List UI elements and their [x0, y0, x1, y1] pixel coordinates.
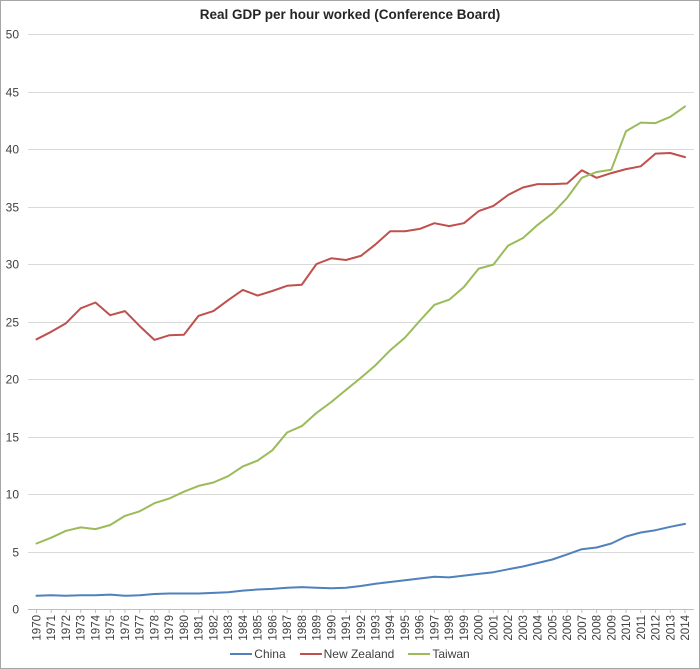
legend-label: New Zealand: [323, 647, 395, 661]
x-tick-label: 1973: [76, 615, 88, 641]
x-tick-label: 1990: [326, 615, 338, 641]
x-tick-label: 1984: [238, 614, 250, 640]
x-tick-label: 1985: [253, 615, 265, 641]
x-tick-label: 1977: [135, 615, 147, 641]
x-tick-label: 2014: [680, 614, 692, 640]
x-tick-label: 1995: [400, 615, 412, 641]
legend-label: China: [254, 647, 286, 661]
y-tick-label: 50: [6, 28, 20, 42]
x-tick-label: 1992: [356, 615, 368, 641]
x-tick-label: 1994: [385, 614, 397, 640]
x-tick-label: 1989: [312, 615, 324, 641]
x-tick-label: 1978: [149, 615, 161, 641]
y-tick-label: 5: [12, 546, 19, 560]
x-tick-label: 2010: [621, 615, 633, 641]
x-tick-label: 2004: [533, 614, 545, 640]
x-tick-label: 2009: [606, 615, 618, 641]
legend: China New Zealand Taiwan: [1, 647, 699, 661]
x-tick-label: 2005: [547, 615, 559, 641]
x-tick-label: 1998: [444, 615, 456, 641]
x-tick-label: 1991: [341, 615, 353, 641]
x-tick-label: 1972: [61, 615, 73, 641]
x-tick-label: 1982: [208, 615, 220, 641]
x-tick-label: 2011: [636, 615, 648, 640]
china-line-swatch-icon: [230, 653, 253, 655]
x-tick-label: 2001: [488, 615, 500, 641]
y-tick-label: 25: [6, 316, 20, 330]
x-tick-label: 1979: [164, 615, 176, 641]
x-tick-label: 1974: [90, 614, 102, 640]
legend-item-taiwan: Taiwan: [408, 647, 470, 661]
data-series: [35, 105, 686, 597]
series-line-taiwan: [35, 105, 686, 545]
y-tick-label: 0: [12, 603, 19, 617]
x-tick-label: 2008: [592, 615, 604, 641]
x-tick-label: 1996: [415, 615, 427, 641]
x-tick-label: 1986: [267, 615, 279, 641]
x-tick-label: 1983: [223, 615, 235, 641]
series-line-new-zealand: [35, 152, 686, 341]
x-tick-label: 1980: [179, 615, 191, 641]
y-tick-label: 15: [6, 431, 20, 445]
x-tick-label: 1970: [32, 615, 44, 641]
gridlines: [28, 34, 694, 610]
x-tick-label: 2013: [665, 615, 677, 641]
x-tick-label: 1999: [459, 615, 471, 641]
y-tick-label: 40: [6, 143, 20, 157]
legend-label: Taiwan: [432, 647, 470, 661]
x-tick-label: 1988: [297, 615, 309, 641]
y-tick-label: 10: [6, 488, 20, 502]
x-tick-label: 2000: [474, 615, 486, 641]
x-tick-label: 2012: [651, 615, 663, 641]
x-tick-label: 2006: [562, 615, 574, 641]
x-tick-label: 1997: [429, 615, 441, 641]
x-tick-label: 1993: [370, 615, 382, 641]
y-tick-label: 35: [6, 201, 20, 215]
x-axis-ticks: 1970 1971 1972 1973 1974 1975 1976 1977 1978 1979…: [32, 609, 692, 641]
x-tick-label: 1971: [46, 615, 58, 641]
taiwan-line-swatch-icon: [408, 653, 431, 655]
legend-item-china: China: [230, 647, 286, 661]
y-axis-ticks: 0 5 10 15 20 25 30 35 40 45 50: [6, 28, 20, 617]
x-tick-label: 1976: [120, 615, 132, 641]
x-tick-label: 1987: [282, 615, 294, 641]
x-tick-label: 1981: [194, 615, 206, 641]
x-tick-label: 2002: [503, 615, 515, 641]
legend-item-new-zealand: New Zealand: [299, 647, 395, 661]
series-line-china: [35, 522, 686, 597]
x-tick-label: 1975: [105, 615, 117, 641]
new-zealand-line-swatch-icon: [299, 653, 322, 655]
y-tick-label: 45: [6, 86, 20, 100]
y-tick-label: 20: [6, 373, 20, 387]
chart-title: Real GDP per hour worked (Conference Boa…: [199, 7, 501, 22]
x-tick-label: 2007: [577, 615, 589, 641]
x-tick-label: 2003: [518, 615, 530, 641]
y-tick-label: 30: [6, 258, 20, 272]
